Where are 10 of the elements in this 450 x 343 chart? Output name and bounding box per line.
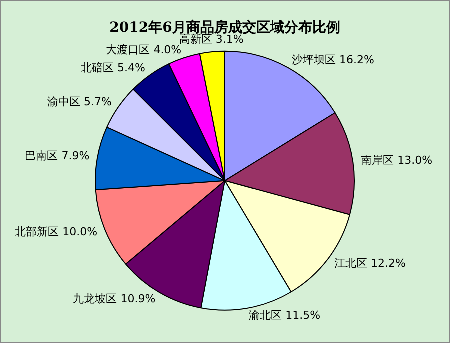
slice-label: 渝北区 11.5% — [249, 309, 321, 322]
slice-label: 南岸区 13.0% — [361, 154, 433, 168]
slice-label: 江北区 12.2% — [334, 256, 406, 270]
slice-label: 大渡口区 4.0% — [106, 43, 182, 56]
slice-label: 巴南区 7.9% — [25, 149, 90, 162]
slice-label: 北部新区 10.0% — [15, 225, 98, 238]
slice-label: 沙坪坝区 16.2% — [292, 54, 375, 67]
slice-label: 渝中区 5.7% — [47, 96, 112, 109]
slice-label: 九龙坡区 10.9% — [73, 292, 156, 306]
slice-label: 北碚区 5.4% — [81, 62, 146, 75]
